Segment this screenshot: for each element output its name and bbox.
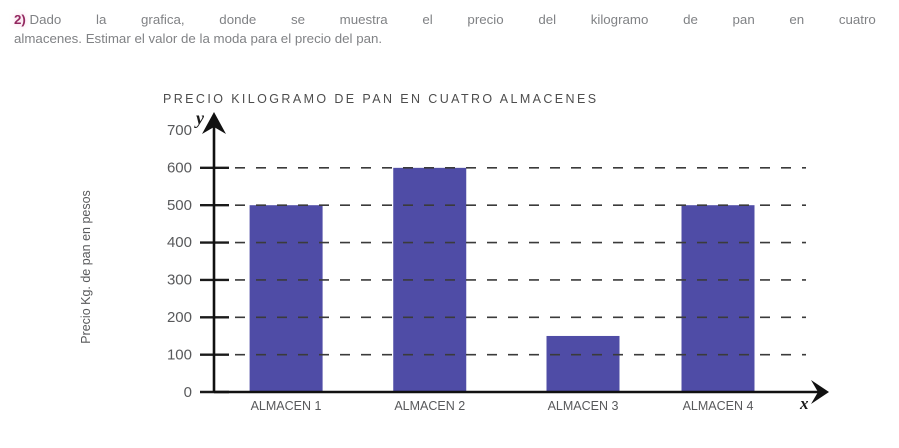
svg-text:200: 200 [167,309,192,326]
svg-text:700: 700 [167,122,192,139]
svg-text:ALMACEN 4: ALMACEN 4 [683,399,754,413]
svg-text:600: 600 [167,160,192,177]
svg-text:100: 100 [167,347,192,364]
svg-text:0: 0 [184,384,192,401]
svg-text:ALMACEN 2: ALMACEN 2 [394,399,465,413]
svg-text:x: x [799,394,809,413]
svg-text:Precio Kg. de pan en pesos: Precio Kg. de pan en pesos [79,190,93,344]
svg-text:ALMACEN 1: ALMACEN 1 [251,399,322,413]
svg-text:y: y [194,108,205,128]
svg-text:300: 300 [167,272,192,289]
svg-text:400: 400 [167,234,192,251]
svg-text:ALMACEN 3: ALMACEN 3 [548,399,619,413]
svg-text:500: 500 [167,197,192,214]
